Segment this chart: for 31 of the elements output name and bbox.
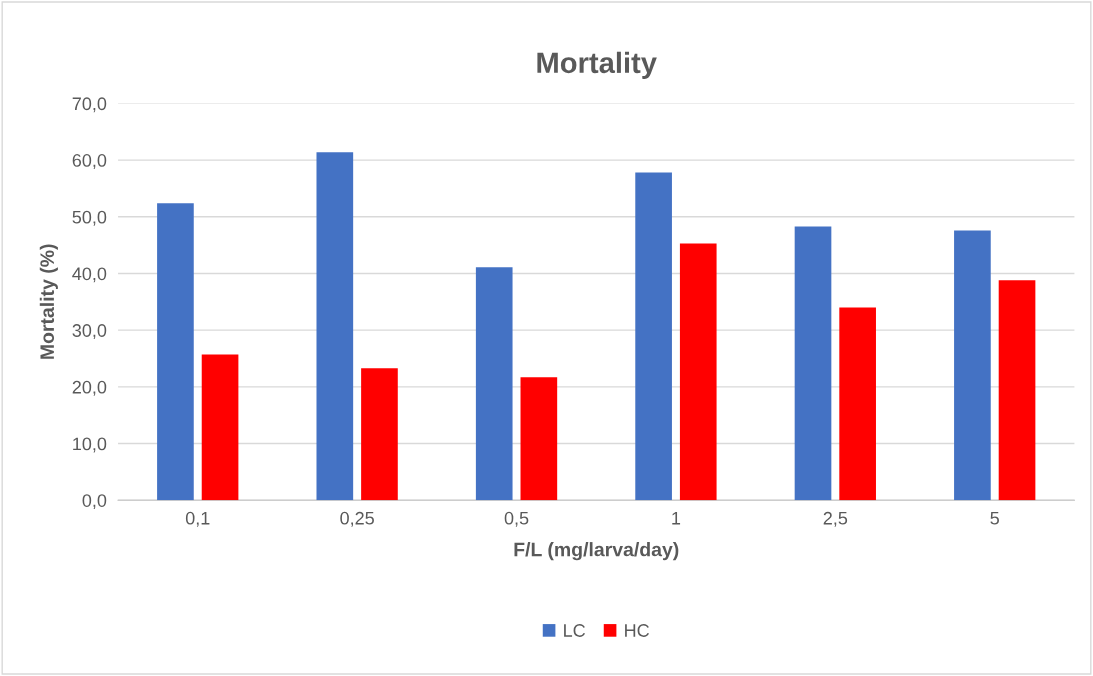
y-tick-label: 0,0	[82, 494, 107, 510]
x-tick-label: 0,25	[340, 511, 374, 527]
y-tick-label: 20,0	[72, 380, 107, 396]
y-tick-label: 60,0	[72, 154, 107, 169]
chart-title: Mortality	[537, 51, 657, 79]
x-axis-title: F/L (mg/larva/day)	[514, 542, 679, 561]
x-tick-label: 0,1	[185, 511, 210, 527]
x-tick-label: 1	[672, 512, 681, 525]
x-tick-label: 2,5	[823, 511, 848, 527]
bar	[157, 203, 194, 501]
bar	[520, 377, 558, 501]
legend-label: HC	[625, 624, 650, 637]
y-tick-label: 30,0	[72, 324, 107, 340]
y-tick-label: 50,0	[72, 210, 107, 226]
x-tick-label: 0,5	[504, 511, 529, 527]
bar	[794, 226, 832, 501]
y-axis-title: Mortality (%)	[39, 244, 58, 359]
x-tick-label: 5	[990, 512, 999, 525]
legend-label: LC	[564, 624, 586, 637]
bar	[635, 172, 672, 501]
bar	[201, 354, 239, 501]
bar	[954, 230, 991, 501]
y-tick-label: 40,0	[72, 267, 107, 283]
bar	[839, 307, 876, 501]
y-tick-label: 10,0	[73, 437, 107, 453]
bar	[361, 368, 398, 501]
bar	[475, 267, 513, 501]
bar	[679, 243, 717, 501]
bar	[998, 280, 1036, 501]
bar	[316, 152, 354, 501]
y-tick-label: 70,0	[72, 97, 107, 113]
